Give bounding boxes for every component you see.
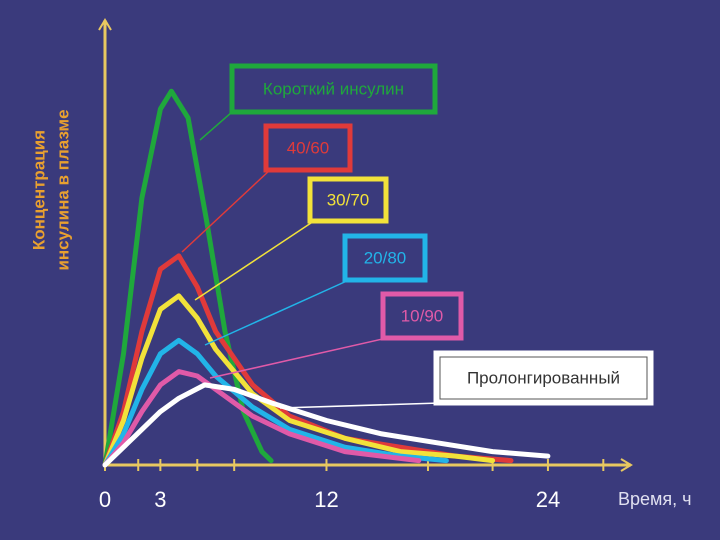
x-axis-arrow bbox=[620, 458, 633, 472]
label-arrow bbox=[194, 220, 315, 301]
label-arrow bbox=[204, 279, 350, 346]
x-tick-label: 3 bbox=[154, 487, 166, 512]
label-arrow bbox=[279, 402, 441, 409]
legend-box-inner bbox=[439, 356, 648, 400]
legend-box bbox=[229, 63, 438, 115]
series-line bbox=[102, 253, 514, 468]
legend-label: Короткий инсулин bbox=[263, 79, 404, 98]
y-axis-label: инсулина в плазме bbox=[53, 109, 72, 270]
y-axis-arrow bbox=[98, 18, 112, 31]
series-line bbox=[102, 382, 551, 468]
legend-box bbox=[342, 233, 428, 283]
series-line bbox=[102, 337, 449, 468]
legend-box bbox=[307, 176, 389, 224]
x-tick-label: 24 bbox=[536, 487, 560, 512]
x-axis-label: Время, ч bbox=[618, 489, 692, 509]
legend-label: 20/80 bbox=[364, 248, 407, 267]
label-arrow bbox=[181, 169, 271, 253]
label-arrow bbox=[209, 337, 388, 379]
legend-label: 10/90 bbox=[401, 306, 444, 325]
y-axis-label: Концентрация bbox=[29, 130, 48, 250]
legend-box bbox=[263, 123, 353, 173]
legend-label: 40/60 bbox=[287, 138, 330, 157]
series-line bbox=[102, 293, 496, 468]
x-tick-label: 12 bbox=[314, 487, 338, 512]
label-arrow bbox=[199, 111, 233, 141]
legend-label: Пролонгированный bbox=[467, 368, 620, 387]
legend-box bbox=[380, 291, 464, 341]
x-tick-label: 0 bbox=[99, 487, 111, 512]
legend-label: 30/70 bbox=[327, 190, 370, 209]
series-line bbox=[102, 88, 274, 468]
